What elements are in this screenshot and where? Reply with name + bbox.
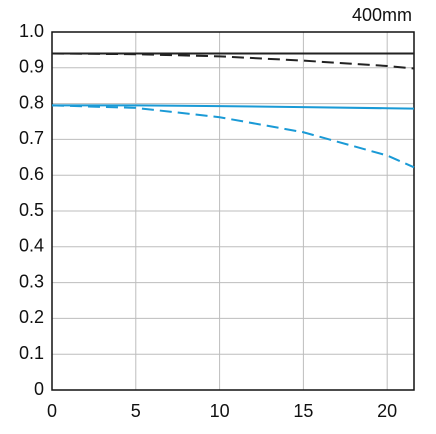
x-tick-label: 0 <box>47 401 57 421</box>
x-tick-label: 5 <box>131 401 141 421</box>
series-line <box>51 104 415 169</box>
x-tick-label: 20 <box>377 401 397 421</box>
y-tick-label: 0.5 <box>19 200 44 220</box>
y-tick-label: 0.4 <box>19 236 44 256</box>
y-tick-label: 0 <box>34 379 44 399</box>
y-tick-label: 0.8 <box>19 92 44 112</box>
x-tick-label: 10 <box>210 401 230 421</box>
y-tick-label: 1.0 <box>19 21 44 41</box>
chart-title: 400mm <box>352 5 412 25</box>
y-tick-label: 0.9 <box>19 57 44 77</box>
series-line <box>51 52 415 70</box>
y-tick-label: 0.2 <box>19 307 44 327</box>
y-tick-label: 0.1 <box>19 343 44 363</box>
y-tick-label: 0.3 <box>19 271 44 291</box>
y-tick-label: 0.6 <box>19 164 44 184</box>
x-tick-label: 15 <box>293 401 313 421</box>
y-tick-label: 0.7 <box>19 128 44 148</box>
plot-frame <box>51 31 415 391</box>
series-line <box>52 104 415 110</box>
